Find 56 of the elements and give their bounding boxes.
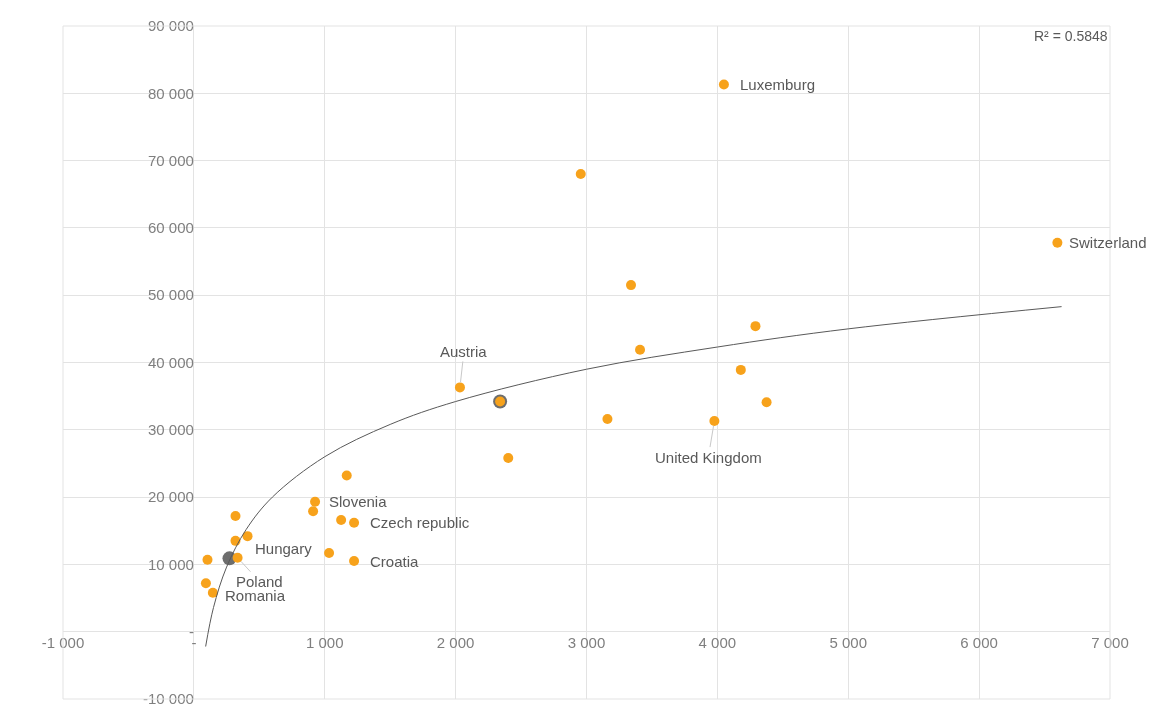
annotation: Croatia (370, 553, 420, 570)
annotation: Austria (440, 343, 488, 360)
y-tick-label: 60 000 (147, 219, 194, 237)
point (310, 496, 321, 507)
point (709, 416, 720, 427)
x-tick-label: 7 000 (1091, 633, 1129, 651)
y-tick-label: 10 000 (147, 555, 194, 573)
x-tick-label: 5 000 (829, 633, 868, 651)
point (735, 364, 746, 375)
line-series (205, 306, 1063, 648)
y-tick-label: 70 000 (147, 151, 194, 169)
x-tick-label: 2 000 (436, 633, 475, 651)
point (349, 556, 360, 567)
point (626, 280, 636, 291)
point (503, 453, 514, 464)
point (200, 578, 211, 589)
point (602, 414, 613, 425)
y-tick-label: -10 000 (143, 690, 194, 708)
point (341, 470, 352, 481)
point (207, 587, 218, 598)
y-tick-label: 30 000 (147, 421, 194, 439)
point (635, 344, 646, 355)
point (202, 554, 213, 565)
point (718, 79, 729, 90)
annotation: Czech republic (370, 514, 470, 531)
annotation: Slovenia (329, 493, 388, 510)
annotation: Poland (236, 573, 283, 590)
annotation: United Kingdom (655, 449, 762, 466)
point (242, 531, 253, 542)
x-tick-label: 3 000 (567, 633, 606, 651)
point (750, 321, 761, 332)
point (308, 506, 319, 517)
annotation: R² = 0.5848 (1034, 28, 1108, 44)
y-tick-label: 90 000 (147, 17, 194, 35)
point (575, 169, 586, 180)
y-tick-label: 40 000 (147, 353, 194, 371)
x-tick-label: 4 000 (698, 633, 737, 651)
annotation: Luxemburg (740, 76, 816, 93)
point (232, 552, 243, 563)
x-tick-label: -1 000 (41, 633, 85, 651)
point (761, 397, 772, 408)
annotation: Switzerland (1069, 234, 1147, 251)
x-tick-label: 1 000 (305, 633, 344, 651)
point (336, 514, 347, 525)
y-tick-label: 20 000 (147, 488, 194, 506)
y-tick-label: - (188, 622, 194, 640)
annotation: Romania (225, 587, 286, 604)
y-tick-label: 50 000 (147, 286, 194, 304)
point (454, 382, 465, 393)
point (349, 517, 360, 528)
y-tick-label: 80 000 (147, 84, 194, 102)
annotation: Hungary (255, 540, 313, 557)
x-tick-label: 6 000 (960, 633, 998, 651)
point (324, 547, 335, 558)
point (230, 510, 241, 521)
point (1052, 237, 1063, 248)
